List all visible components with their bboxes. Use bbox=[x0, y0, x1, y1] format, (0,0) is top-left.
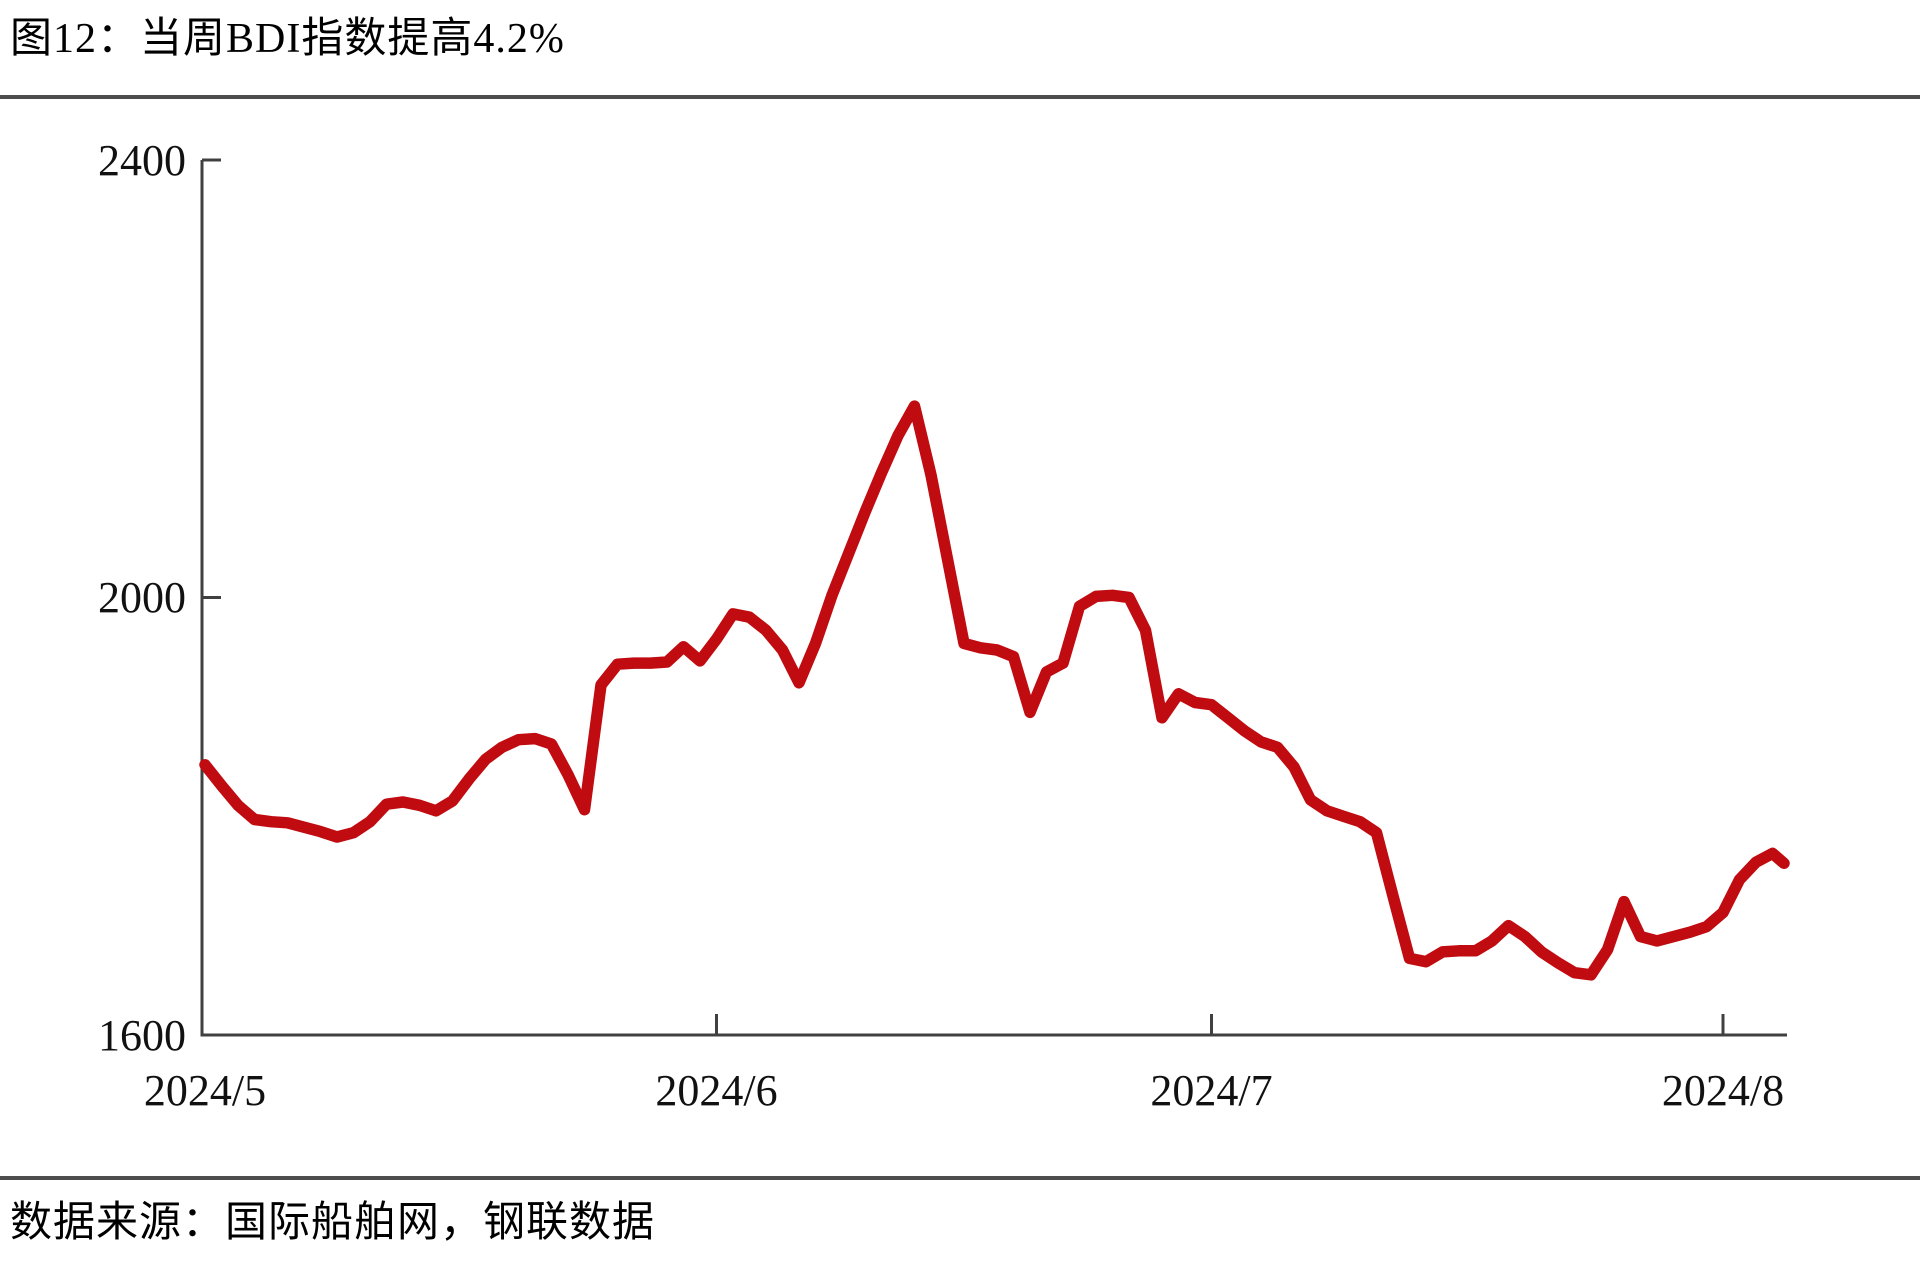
x-tick-label-jun: 2024/6 bbox=[655, 1066, 777, 1115]
x-tick-label-jul: 2024/7 bbox=[1150, 1066, 1272, 1115]
x-tick-label-may: 2024/5 bbox=[144, 1066, 266, 1115]
bdi-line bbox=[199, 400, 1790, 981]
y-tick-label-1600: 1600 bbox=[98, 1011, 186, 1060]
axis-lines bbox=[200, 160, 1787, 1037]
x-tick-label-aug: 2024/8 bbox=[1662, 1066, 1784, 1115]
figure-title: 图12：当周BDI指数提高4.2% bbox=[10, 16, 565, 62]
source-text: 数据来源：国际船舶网，钢联数据 bbox=[10, 1200, 656, 1246]
top-divider bbox=[0, 95, 1920, 99]
bottom-divider bbox=[0, 1176, 1920, 1180]
y-tick-label-2000: 2000 bbox=[98, 573, 186, 622]
y-tick-label-2400: 2400 bbox=[98, 136, 186, 185]
